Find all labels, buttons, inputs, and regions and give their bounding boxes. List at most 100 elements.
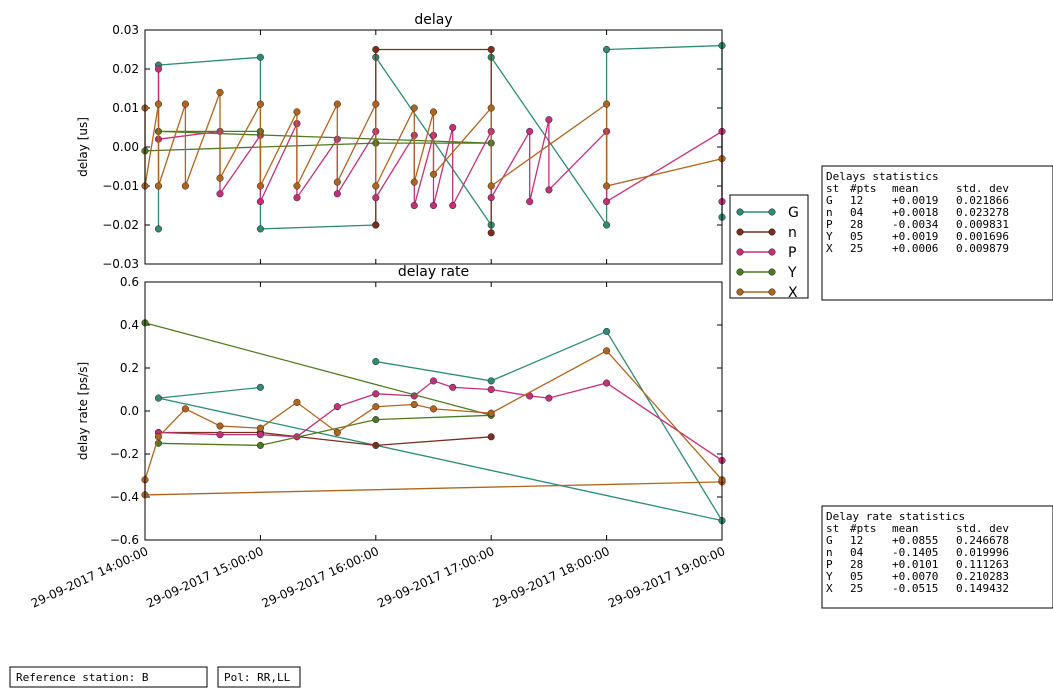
stats-title: Delay rate statistics — [826, 510, 965, 523]
data-point — [487, 385, 495, 394]
data-point — [181, 100, 189, 108]
stats-cell: G — [826, 194, 833, 207]
data-point — [181, 405, 189, 413]
stats-cell: 05 — [850, 230, 863, 243]
data-point — [487, 104, 495, 112]
stats-cell: 28 — [850, 558, 863, 571]
legend-label: n — [788, 225, 797, 241]
legend-marker — [736, 248, 744, 256]
data-point — [603, 327, 611, 336]
data-point — [333, 178, 341, 186]
data-point — [256, 225, 264, 233]
y-tick-label: 0.2 — [120, 361, 139, 375]
stats-cell: n — [826, 546, 833, 559]
data-point — [410, 201, 418, 210]
legend-marker — [736, 208, 744, 216]
data-point — [256, 383, 264, 391]
data-point — [293, 182, 301, 190]
y-tick-label: −0.02 — [102, 218, 139, 232]
stats-header: std. dev — [956, 182, 1009, 195]
stats-cell: 04 — [850, 206, 864, 219]
data-point — [429, 405, 438, 413]
legend-label: Y — [787, 265, 797, 281]
stats-cell: +0.0019 — [892, 230, 938, 243]
stats-cell: 0.009879 — [956, 242, 1009, 255]
y-tick-label: 0.4 — [120, 318, 139, 332]
data-point — [293, 194, 301, 202]
data-point — [372, 403, 380, 411]
y-tick-label: 0.03 — [112, 23, 139, 37]
legend-label: G — [788, 205, 799, 221]
stats-cell: 12 — [850, 194, 863, 207]
data-point — [333, 190, 341, 198]
data-point — [256, 53, 264, 61]
data-point — [181, 182, 189, 190]
series-line — [158, 330, 724, 522]
stats-cell: 25 — [850, 242, 863, 255]
legend-label: X — [788, 285, 798, 301]
data-point — [603, 45, 611, 54]
data-point — [216, 88, 224, 96]
data-point — [429, 377, 438, 385]
y-tick-label: −0.4 — [110, 490, 139, 504]
data-point — [410, 104, 418, 112]
stats-cell: 04 — [850, 546, 864, 559]
data-point — [216, 174, 224, 182]
reference-station: Reference station: B — [16, 671, 149, 684]
legend-marker — [768, 248, 776, 256]
data-point — [372, 45, 380, 54]
stats-cell: -0.1405 — [892, 546, 938, 559]
legend-marker — [736, 288, 744, 296]
y-tick-label: −0.01 — [102, 179, 139, 193]
data-point — [372, 358, 380, 366]
data-point — [487, 433, 495, 441]
data-point — [429, 170, 438, 178]
stats-cell: 12 — [850, 534, 863, 547]
data-point — [410, 401, 418, 409]
data-point — [526, 198, 534, 206]
stats-cell: 0.009831 — [956, 218, 1009, 231]
legend-marker — [768, 228, 776, 236]
data-point — [449, 383, 457, 391]
data-point — [154, 100, 163, 108]
data-point — [487, 45, 495, 54]
y-tick-label: −0.03 — [102, 257, 139, 271]
data-point — [372, 390, 380, 398]
rate-stats-box — [821, 505, 1053, 609]
y-tick-label: −0.2 — [110, 447, 139, 461]
legend-marker — [768, 288, 776, 296]
data-point — [410, 178, 418, 186]
stats-cell: 0.149432 — [956, 582, 1009, 595]
stats-cell: 0.023278 — [956, 206, 1009, 219]
stats-header: mean — [892, 182, 919, 195]
stats-cell: +0.0019 — [892, 194, 938, 207]
data-point — [154, 225, 163, 233]
y-axis-label: delay [us] — [76, 117, 90, 177]
data-point — [256, 431, 264, 439]
legend-label: P — [788, 245, 796, 261]
data-point — [545, 394, 553, 402]
stats-cell: X — [826, 242, 833, 255]
data-point — [429, 108, 438, 116]
data-point — [603, 221, 611, 229]
data-point — [372, 100, 380, 108]
data-point — [216, 431, 224, 439]
stats-cell: 05 — [850, 570, 863, 583]
stats-cell: X — [826, 582, 833, 595]
series-line — [158, 431, 492, 447]
legend-marker — [736, 268, 744, 276]
data-point — [487, 377, 495, 385]
polarization: Pol: RR,LL — [224, 671, 291, 684]
data-point — [372, 441, 380, 449]
stats-cell: 0.111263 — [956, 558, 1009, 571]
stats-header: st — [826, 522, 839, 535]
data-point — [487, 194, 495, 202]
delay-stats-box — [821, 165, 1053, 301]
y-tick-label: 0.01 — [112, 101, 139, 115]
chart-title: delay — [414, 12, 452, 28]
stats-cell: Y — [826, 570, 833, 583]
data-point — [333, 403, 341, 411]
stats-cell: -0.0515 — [892, 582, 938, 595]
data-point — [372, 194, 380, 202]
